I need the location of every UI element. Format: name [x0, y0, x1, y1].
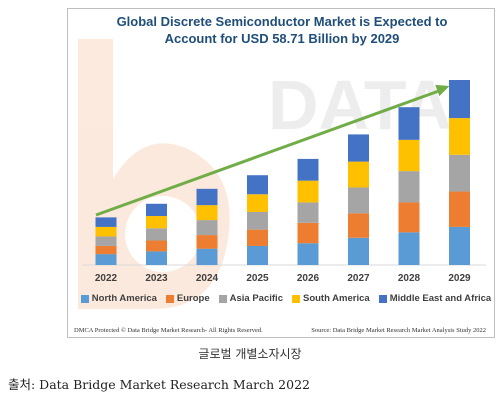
legend-item-3: South America	[291, 293, 370, 304]
legend-swatch	[80, 294, 89, 303]
bar-segment-2027-series-4	[348, 134, 369, 162]
bar-segment-2026-series-0	[297, 243, 319, 265]
bar-segment-2026-series-1	[297, 222, 319, 244]
bar-segment-2023-series-2	[146, 228, 167, 241]
bar-segment-2024-series-3	[196, 205, 218, 221]
bar-segment-2025-series-0	[247, 245, 268, 265]
legend-label: South America	[302, 293, 370, 304]
bar-segment-2029-series-4	[449, 80, 470, 119]
chart-figure: DATA Global Discrete Semiconductor Marke…	[67, 8, 495, 338]
bar-segment-2024-series-2	[196, 220, 218, 236]
legend-swatch	[291, 294, 300, 303]
bar-segment-2028-series-2	[398, 171, 420, 203]
bar-segment-2023-series-3	[146, 216, 167, 229]
figure-caption: 글로벌 개별소자시장	[198, 347, 302, 361]
bar-segment-2025-series-4	[247, 175, 268, 195]
bar-segment-2027-series-1	[348, 213, 369, 238]
bar-segment-2026-series-3	[297, 180, 319, 203]
bar-segment-2025-series-1	[247, 229, 268, 246]
legend-swatch	[218, 294, 227, 303]
chart-title-line-2: Account for USD 58.71 Billion by 2029	[164, 31, 400, 46]
bar-segment-2026-series-2	[297, 202, 319, 223]
bar-segment-2027-series-3	[348, 161, 369, 188]
bar-segment-2028-series-1	[398, 202, 420, 233]
bar-segment-2025-series-3	[247, 194, 268, 212]
legend-label: Asia Pacific	[229, 293, 283, 304]
watermark-text: DATA	[268, 66, 452, 144]
chart-title: Global Discrete Semiconductor Market is …	[68, 13, 496, 47]
bar-segment-2028-series-4	[398, 107, 420, 140]
bar-segment-2029-series-1	[449, 191, 470, 227]
bar-segment-2022-series-4	[95, 217, 117, 227]
legend-item-0: North America	[80, 293, 157, 304]
chart-plot: 2022 2023 2024 2025 2026 2027 2028 2029	[82, 80, 486, 284]
source-note: Source: Data Bridge Market Research Mark…	[311, 327, 486, 334]
x-tick-label-2027: 2027	[347, 273, 370, 284]
trend-arrow-line	[95, 88, 443, 217]
chart-legend: North America Europe Asia Pacific South Ame…	[80, 293, 491, 304]
bar-segment-2028-series-3	[398, 139, 420, 172]
x-tick-label-2025: 2025	[246, 273, 269, 284]
legend-swatch	[165, 294, 174, 303]
bar-segment-2022-series-0	[95, 254, 117, 265]
x-tick-label-2022: 2022	[95, 273, 118, 284]
copyright-note: DMCA Protected © Data Bridge Market Rese…	[74, 327, 263, 334]
x-tick-label-2024: 2024	[196, 273, 219, 284]
bar-segment-2029-series-2	[449, 154, 470, 192]
x-tick-label-2029: 2029	[448, 273, 471, 284]
bar-segment-2029-series-0	[449, 226, 470, 265]
legend-label: Middle East and Africa	[389, 293, 492, 304]
x-tick-label-2028: 2028	[398, 273, 421, 284]
bar-segment-2024-series-1	[196, 235, 218, 249]
bar-segment-2029-series-3	[449, 118, 470, 155]
legend-item-4: Middle East and Africa	[378, 293, 492, 304]
bar-segment-2022-series-1	[95, 245, 117, 255]
bar-segment-2024-series-4	[196, 188, 218, 206]
x-tick-label-2026: 2026	[297, 273, 320, 284]
source-line: 출처: Data Bridge Market Research March 20…	[8, 377, 310, 392]
bar-segment-2025-series-2	[247, 211, 268, 230]
bar-segment-2027-series-0	[348, 237, 369, 265]
chart-title-line-1: Global Discrete Semiconductor Market is …	[116, 14, 448, 29]
legend-label: North America	[91, 293, 157, 304]
trend-arrow-head	[435, 84, 450, 97]
bar-segment-2024-series-0	[196, 248, 218, 265]
x-tick-label-2023: 2023	[145, 273, 168, 284]
legend-label: Europe	[176, 293, 210, 304]
bar-segment-2022-series-3	[95, 226, 117, 237]
bar-segment-2023-series-4	[146, 203, 167, 217]
legend-swatch	[378, 294, 387, 303]
bar-segment-2022-series-2	[95, 236, 117, 246]
bar-segment-2026-series-4	[297, 158, 319, 181]
bar-segment-2027-series-2	[348, 187, 369, 214]
bar-segment-2023-series-0	[146, 251, 167, 265]
legend-item-1: Europe	[165, 293, 210, 304]
legend-item-2: Asia Pacific	[218, 293, 283, 304]
bar-segment-2023-series-1	[146, 240, 167, 252]
bar-segment-2028-series-0	[398, 232, 420, 265]
